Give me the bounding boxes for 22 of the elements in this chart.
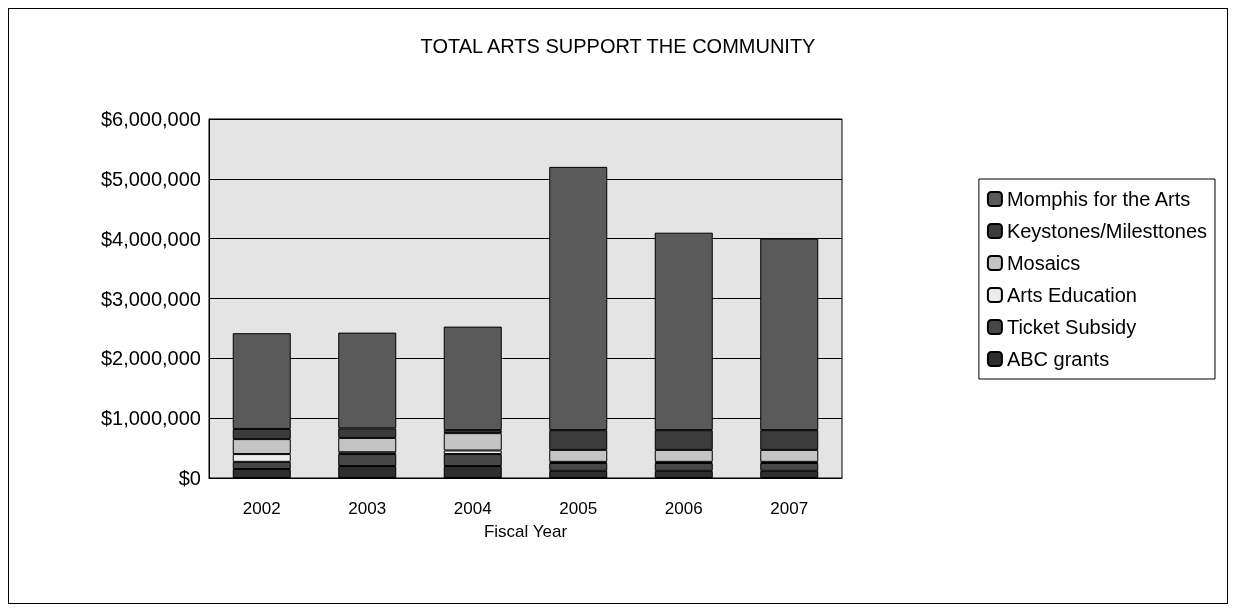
y-tick-label: $1,000,000 [100, 407, 201, 430]
y-tick-label: $4,000,000 [100, 227, 201, 250]
y-tick-label: $5,000,000 [100, 167, 201, 190]
legend-label: ABC grants [1006, 348, 1110, 370]
x-tick-label: 2007 [770, 499, 809, 518]
x-axis-title: Fiscal Year [483, 522, 568, 541]
x-tick-label: 2002 [242, 499, 281, 518]
y-tick-label: $6,000,000 [100, 108, 201, 130]
legend-label: Ticket Subsidy [1006, 316, 1137, 338]
y-tick-label: $3,000,000 [100, 287, 201, 310]
legend-label: Keystones/Milesttones [1006, 220, 1208, 242]
legend-label: Momphis for the Arts [1006, 188, 1191, 210]
x-tick-label: 2004 [453, 499, 492, 518]
x-tick-label: 2006 [664, 499, 703, 518]
y-tick-label: $0 [178, 467, 201, 489]
bar [443, 433, 502, 451]
y-tick-label: $2,000,000 [100, 347, 201, 370]
legend-label: Mosaics [1006, 252, 1081, 274]
x-tick-label: 2003 [348, 499, 387, 518]
chart-title: TOTAL ARTS SUPPORT THE COMMUNITY [420, 35, 816, 57]
x-tick-label: 2005 [559, 499, 598, 518]
legend-label: Arts Education [1006, 284, 1137, 306]
